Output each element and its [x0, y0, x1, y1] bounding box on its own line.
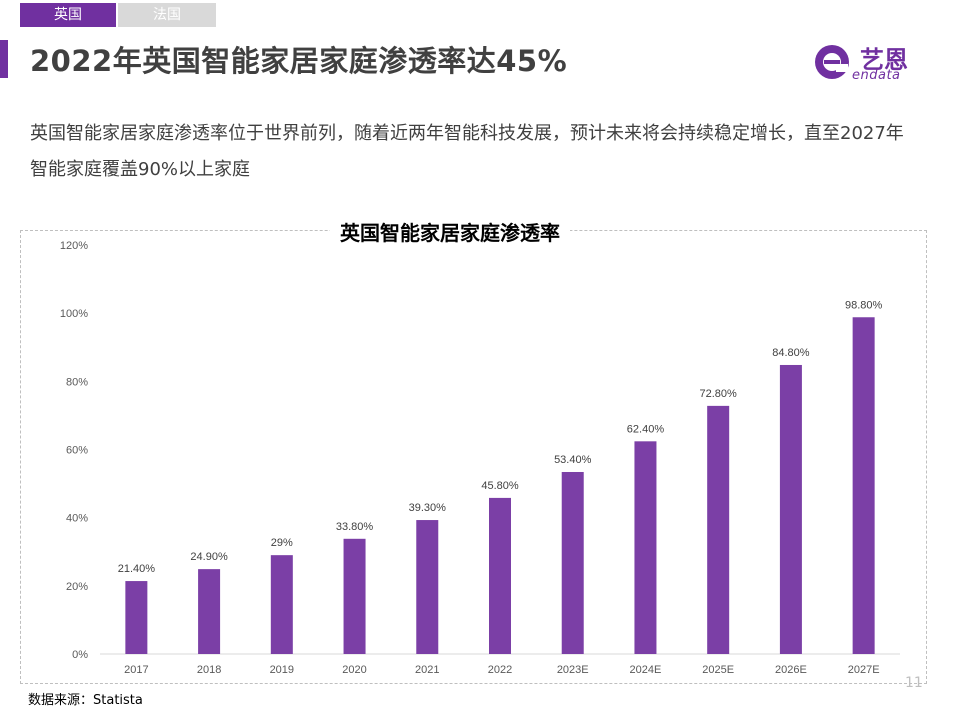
brand-logo: 艺恩 endata: [812, 40, 928, 86]
bar-2026E: [779, 364, 802, 654]
bar-2017: [125, 581, 148, 654]
data-label: 62.40%: [627, 423, 665, 435]
y-tick-label: 60%: [66, 445, 88, 457]
title-accent-bar: [0, 40, 8, 78]
bar-2027E: [852, 317, 875, 654]
tab-france[interactable]: 法国: [118, 3, 216, 27]
data-source: 数据来源：Statista: [28, 693, 143, 708]
x-tick-label: 2020: [342, 664, 366, 676]
y-tick-label: 100%: [60, 308, 88, 320]
y-tick-label: 40%: [66, 513, 88, 525]
data-label: 84.80%: [772, 347, 810, 359]
bar-2019: [270, 555, 293, 654]
page-number: 11: [905, 675, 923, 691]
endata-e-icon: [815, 45, 849, 79]
tab-bar: 英国 法国: [20, 3, 216, 27]
tab-uk[interactable]: 英国: [20, 3, 116, 27]
bar-2021: [416, 520, 439, 654]
x-tick-label: 2022: [488, 664, 512, 676]
data-label: 21.40%: [118, 563, 156, 575]
data-label: 98.80%: [845, 299, 883, 311]
chart-title: 英国智能家居家庭渗透率: [330, 217, 570, 246]
data-label: 39.30%: [409, 502, 447, 514]
x-tick-label: 2024E: [630, 664, 662, 676]
data-label: 29%: [271, 537, 293, 549]
data-label: 72.80%: [700, 388, 738, 400]
description-text: 英国智能家居家庭渗透率位于世界前列，随着近两年智能科技发展，预计未来将会持续稳定…: [30, 123, 904, 180]
logo-text-en: endata: [852, 68, 901, 83]
bar-2024E: [634, 441, 657, 654]
x-tick-label: 2017: [124, 664, 148, 676]
bar-2025E: [707, 405, 730, 654]
data-label: 53.40%: [554, 454, 592, 466]
bar-2018: [198, 569, 221, 654]
y-tick-label: 120%: [60, 240, 88, 252]
data-label: 45.80%: [481, 480, 519, 492]
bar-2020: [343, 538, 366, 654]
y-tick-label: 80%: [66, 376, 88, 388]
logo-text-cn: 艺恩: [860, 46, 908, 74]
bar-2022: [489, 497, 511, 654]
bar-2023E: [561, 471, 584, 654]
x-tick-label: 2025E: [702, 664, 734, 676]
x-tick-label: 2021: [415, 664, 439, 676]
x-tick-label: 2019: [270, 664, 294, 676]
data-label: 24.90%: [190, 551, 228, 563]
x-tick-label: 2027E: [848, 664, 880, 676]
x-tick-label: 2018: [197, 664, 221, 676]
page-title: 2022年英国智能家居家庭渗透率达45%: [30, 44, 568, 78]
x-tick-label: 2026E: [775, 664, 807, 676]
y-tick-label: 20%: [66, 581, 88, 593]
y-tick-label: 0%: [72, 649, 88, 661]
data-label: 33.80%: [336, 521, 374, 533]
x-tick-label: 2023E: [557, 664, 589, 676]
